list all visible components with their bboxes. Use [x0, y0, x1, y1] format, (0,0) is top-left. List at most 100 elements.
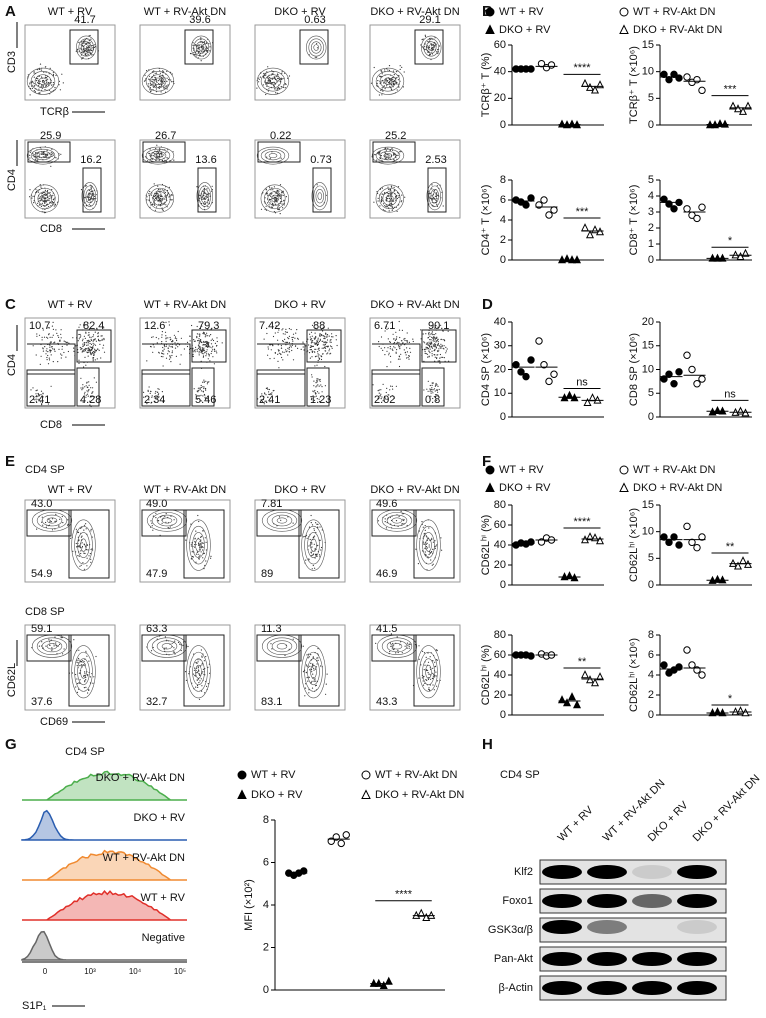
event-dot: [198, 338, 200, 340]
event-dot: [312, 539, 314, 541]
event-dot: [393, 200, 395, 202]
event-dot: [389, 516, 391, 519]
event-dot: [174, 337, 176, 339]
event-dot: [436, 680, 439, 682]
event-dot: [80, 335, 82, 337]
event-dot: [378, 152, 380, 154]
event-dot: [84, 386, 86, 388]
event-dot: [154, 199, 156, 202]
event-dot: [381, 197, 383, 199]
contour: [383, 77, 393, 85]
event-dot: [438, 388, 440, 391]
event-dot: [380, 389, 382, 391]
data-point: [670, 205, 678, 213]
event-dot: [288, 351, 291, 353]
event-dot: [375, 642, 377, 645]
event-dot: [285, 196, 287, 198]
event-dot: [443, 345, 445, 347]
event-dot: [33, 154, 35, 156]
trace-label: DKO + RV-Akt DN: [96, 772, 185, 784]
event-dot: [41, 80, 44, 82]
event-dot: [311, 397, 313, 400]
event-dot: [385, 80, 387, 82]
event-dot: [92, 195, 94, 197]
event-dot: [148, 75, 151, 77]
event-dot: [280, 345, 282, 347]
event-dot: [390, 644, 392, 646]
event-dot: [390, 203, 392, 205]
event-dot: [257, 77, 259, 79]
event-dot: [296, 329, 298, 331]
event-dot: [84, 53, 86, 55]
event-dot: [41, 641, 43, 643]
event-dot: [198, 354, 200, 356]
event-dot: [318, 554, 321, 556]
contour: [391, 643, 403, 650]
event-dot: [390, 645, 392, 648]
event-dot: [432, 345, 434, 347]
event-dot: [431, 548, 434, 550]
event-dot: [260, 208, 263, 210]
event-dot: [386, 398, 388, 400]
event-dot: [289, 345, 291, 347]
event-dot: [76, 691, 79, 694]
event-dot: [432, 392, 434, 394]
event-dot: [426, 353, 429, 355]
event-dot: [165, 345, 167, 347]
event-dot: [284, 338, 286, 340]
event-dot: [148, 152, 150, 155]
column-header: DKO + RV: [274, 6, 326, 18]
y-tick-label: 6: [263, 856, 269, 868]
event-dot: [48, 327, 51, 329]
contour: [80, 538, 87, 552]
event-dot: [316, 523, 318, 525]
event-dot: [316, 342, 318, 344]
event-dot: [86, 51, 88, 53]
event-dot: [153, 84, 155, 86]
event-dot: [384, 69, 386, 71]
event-dot: [198, 352, 200, 354]
event-dot: [192, 351, 194, 353]
event-dot: [317, 659, 319, 662]
event-dot: [306, 665, 308, 667]
event-dot: [428, 689, 430, 691]
event-dot: [403, 338, 405, 340]
event-dot: [43, 82, 45, 84]
contour: [77, 658, 90, 686]
event-dot: [92, 342, 94, 344]
event-dot: [48, 73, 50, 75]
event-dot: [288, 75, 291, 77]
data-point: [361, 770, 371, 780]
event-dot: [386, 350, 388, 352]
event-dot: [424, 350, 426, 353]
event-dot: [207, 683, 209, 685]
event-dot: [154, 76, 156, 78]
event-dot: [319, 380, 321, 382]
event-dot: [424, 664, 426, 666]
event-dot: [205, 549, 207, 551]
event-dot: [433, 388, 436, 390]
event-dot: [429, 196, 431, 198]
event-dot: [84, 546, 87, 548]
event-dot: [194, 349, 196, 351]
event-dot: [315, 382, 317, 384]
y-tick-label: 15: [642, 39, 654, 51]
event-dot: [313, 535, 316, 537]
event-dot: [75, 542, 77, 545]
event-dot: [204, 200, 206, 203]
event-dot: [425, 669, 427, 671]
event-dot: [192, 42, 194, 44]
event-dot: [278, 367, 280, 369]
data-point: [683, 522, 691, 531]
gate-value: 2.41: [29, 394, 50, 406]
event-dot: [207, 381, 209, 383]
event-dot: [431, 325, 433, 327]
event-dot: [277, 353, 279, 355]
event-dot: [49, 351, 51, 353]
event-dot: [401, 329, 403, 331]
contour: [313, 44, 319, 51]
data-point: [583, 397, 592, 406]
event-dot: [426, 347, 429, 349]
event-dot: [384, 151, 386, 153]
event-dot: [46, 356, 48, 359]
